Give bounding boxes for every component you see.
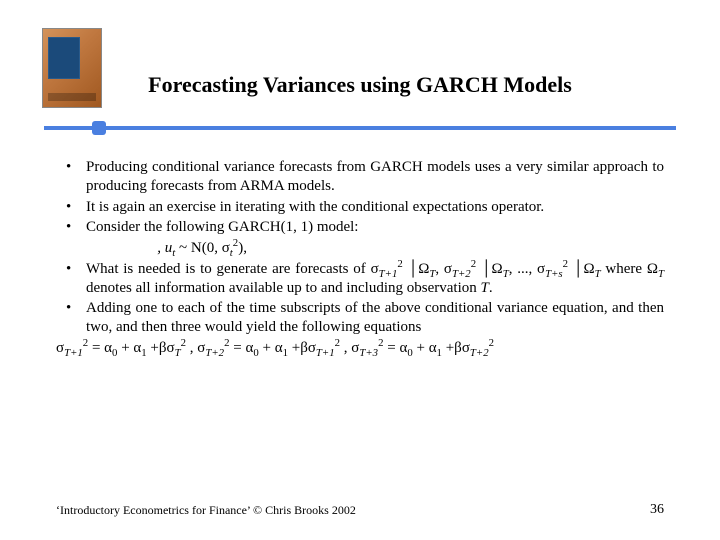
slide-title: Forecasting Variances using GARCH Models [0,72,720,98]
footer-text: ‘Introductory Econometrics for Finance’ … [56,503,356,517]
slide-body: Producing conditional variance forecasts… [56,158,664,358]
title-rule [44,126,676,130]
bullet-5: Adding one to each of the time subscript… [56,299,664,337]
garch-model-equation: , ut ~ N(0, σt2), [56,239,664,258]
bullet-4: What is needed is to generate are foreca… [56,260,664,298]
bullet-1: Producing conditional variance forecasts… [56,158,664,196]
bullet-2: It is again an exercise in iterating wit… [56,198,664,217]
iterated-equations: σT+12 = α0 + α1 +βσT2 , σT+22 = α0 + α1 … [56,339,664,358]
slide-footer: ‘Introductory Econometrics for Finance’ … [56,503,664,518]
bullet-3: Consider the following GARCH(1, 1) model… [56,218,664,237]
page-number: 36 [650,502,664,518]
